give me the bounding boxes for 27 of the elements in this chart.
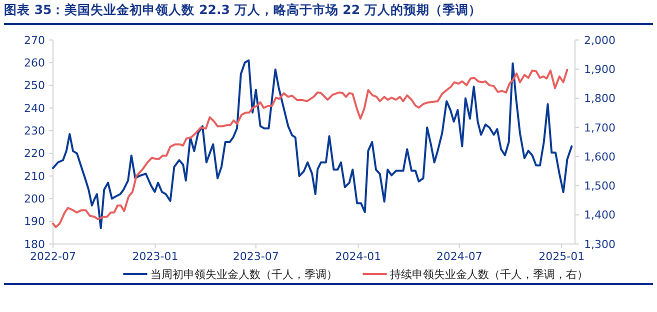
x-tick-label: 2025-01 (538, 250, 585, 263)
legend-label: 当周初申领失业金人数（千人，季调） (150, 268, 338, 281)
y2-tick-label: 1,300 (584, 238, 616, 251)
y2-tick-label: 1,800 (584, 92, 616, 106)
y2-tick-label: 1,600 (584, 150, 616, 164)
y-tick-label: 210 (24, 170, 45, 183)
y-tick-label: 220 (24, 147, 45, 160)
y-tick-label: 250 (24, 79, 45, 92)
y2-tick-label: 1,900 (584, 62, 616, 76)
x-tick-label: 2024-01 (335, 250, 382, 263)
y-tick-label: 200 (24, 192, 45, 206)
y2-tick-label: 1,500 (584, 180, 616, 193)
y-tick-label: 230 (24, 124, 45, 138)
y-tick-label: 260 (24, 56, 45, 70)
x-tick-label: 2023-01 (132, 250, 178, 263)
y2-tick-label: 2,000 (584, 34, 616, 47)
y2-tick-label: 1,400 (584, 208, 616, 222)
y-tick-label: 180 (24, 238, 45, 251)
y2-tick-label: 1,700 (584, 121, 616, 134)
x-tick-label: 2022-07 (30, 250, 76, 263)
chart-title: 图表 35：美国失业金初申领人数 22.3 万人，略高于市场 22 万人的预期（季调） (4, 2, 482, 17)
legend-label: 持续申领失业金人数（千人，季调，右） (390, 268, 588, 281)
y-tick-label: 190 (24, 215, 45, 228)
x-tick-label: 2023-07 (232, 250, 279, 263)
x-tick-label: 2024-07 (436, 250, 482, 263)
y-tick-label: 270 (24, 34, 45, 47)
y-tick-label: 240 (24, 102, 45, 115)
